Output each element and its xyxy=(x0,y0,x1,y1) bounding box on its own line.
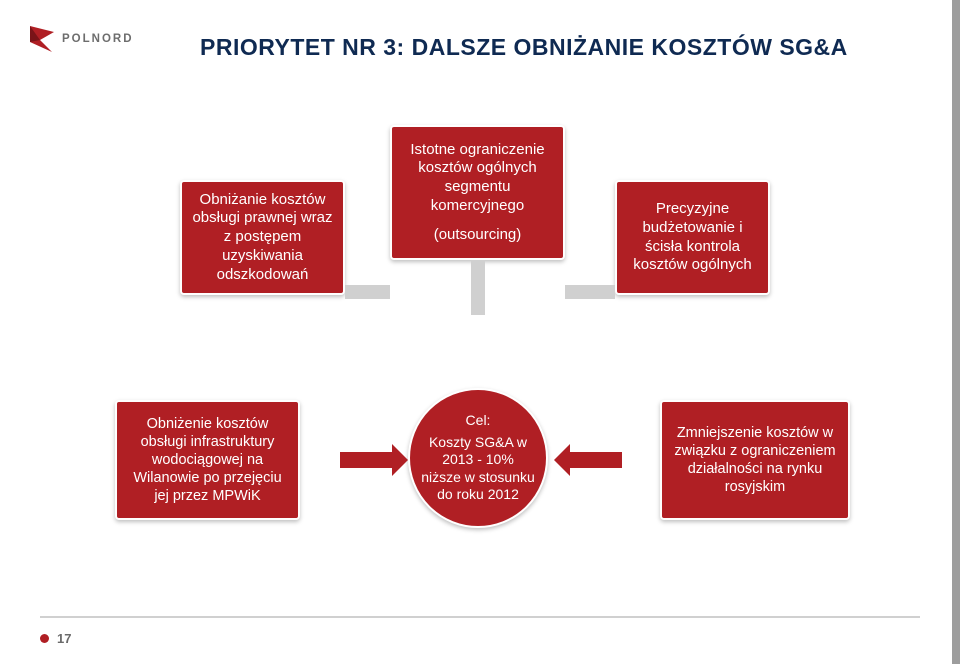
brand-name: POLNORD xyxy=(62,33,134,45)
slide: POLNORD PRIORYTET NR 3: DALSZE OBNIŻANIE… xyxy=(0,0,960,664)
footer-rule xyxy=(40,616,920,618)
page-number: 17 xyxy=(40,631,71,646)
brand-logo: POLNORD xyxy=(28,22,134,56)
page-number-value: 17 xyxy=(57,631,71,646)
diagram: Obniżanie kosztów obsługi prawnej wraz z… xyxy=(0,100,960,600)
arrow-right xyxy=(0,100,960,600)
logo-mark-icon xyxy=(28,22,56,56)
bullet-icon xyxy=(40,634,49,643)
page-title: PRIORYTET NR 3: DALSZE OBNIŻANIE KOSZTÓW… xyxy=(200,34,848,61)
